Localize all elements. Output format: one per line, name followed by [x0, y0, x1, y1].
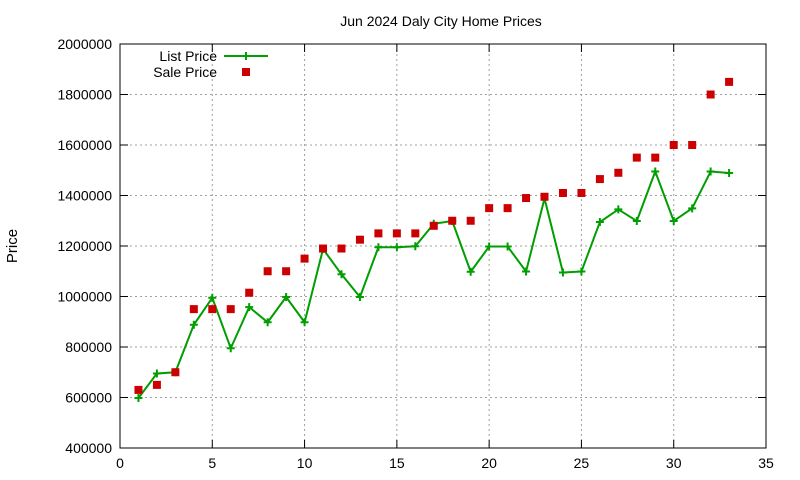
- y-tick-label: 1200000: [57, 238, 112, 254]
- list-price-point: [651, 167, 660, 176]
- list-price-point: [411, 242, 420, 251]
- sale-price-point: [595, 175, 604, 184]
- list-price-point: [208, 293, 217, 302]
- y-tick-label: 800000: [65, 339, 112, 355]
- list-price-point: [263, 318, 272, 327]
- y-tick-label: 1400000: [57, 188, 112, 204]
- sale-price-point: [282, 267, 291, 276]
- x-tick-label: 5: [208, 455, 216, 471]
- y-tick-label: 1800000: [57, 87, 112, 103]
- list-price-point: [355, 293, 364, 302]
- sale-price-point: [651, 153, 660, 162]
- sale-price-point: [226, 305, 235, 314]
- y-tick-label: 1600000: [57, 137, 112, 153]
- x-tick-label: 35: [758, 455, 774, 471]
- x-tick-label: 15: [389, 455, 405, 471]
- list-price-point: [189, 320, 198, 329]
- sale-price-point: [614, 168, 623, 177]
- list-price-point: [245, 303, 254, 312]
- y-tick-label: 1000000: [57, 289, 112, 305]
- y-tick-label: 400000: [65, 440, 112, 456]
- x-tick-label: 30: [666, 455, 682, 471]
- sale-price-point: [466, 216, 475, 225]
- list-price-point: [485, 242, 494, 251]
- list-price-point: [688, 204, 697, 213]
- data-series: [134, 77, 734, 403]
- x-tick-label: 10: [297, 455, 313, 471]
- sale-price-point: [411, 229, 420, 238]
- x-tick-label: 0: [116, 455, 124, 471]
- list-price-point: [466, 267, 475, 276]
- sale-price-series: [134, 77, 734, 394]
- list-price-point: [152, 369, 161, 378]
- sale-price-point: [300, 254, 309, 263]
- list-price-point: [595, 218, 604, 227]
- list-price-point: [226, 344, 235, 353]
- list-price-point: [134, 394, 143, 403]
- list-price-point: [522, 267, 531, 276]
- chart-title: Jun 2024 Daly City Home Prices: [340, 13, 542, 29]
- sale-price-point: [134, 385, 143, 394]
- x-tick-label: 20: [481, 455, 497, 471]
- list-price-point: [374, 243, 383, 252]
- legend-label: List Price: [159, 48, 217, 64]
- sale-price-point: [503, 204, 512, 213]
- sale-price-point: [540, 192, 549, 201]
- sale-price-point: [374, 229, 383, 238]
- list-price-point: [300, 318, 309, 327]
- sale-price-point: [171, 368, 180, 377]
- list-price-point: [706, 167, 715, 176]
- y-tick-label: 600000: [65, 390, 112, 406]
- list-price-point: [632, 217, 641, 226]
- y-axis-label: Price: [4, 229, 21, 263]
- sale-price-point: [688, 141, 697, 149]
- legend-label: Sale Price: [153, 64, 217, 80]
- list-price-point: [669, 217, 678, 226]
- list-price-point: [503, 242, 512, 251]
- sale-price-point: [189, 305, 198, 314]
- sale-price-point: [577, 188, 586, 197]
- sale-price-point: [522, 194, 531, 203]
- sale-price-point: [263, 267, 272, 276]
- sale-price-point: [706, 90, 715, 99]
- x-tick-label: 25: [574, 455, 590, 471]
- sale-price-point: [669, 141, 678, 149]
- y-tick-label: 2000000: [57, 36, 112, 52]
- sale-price-point: [337, 244, 346, 253]
- sale-price-point: [319, 244, 328, 253]
- sale-price-point: [725, 77, 734, 86]
- sale-price-point: [448, 216, 457, 225]
- sale-price-point: [558, 188, 567, 197]
- list-price-point: [577, 267, 586, 276]
- sale-price-point: [632, 153, 641, 162]
- list-price-point: [282, 293, 291, 302]
- sale-price-point: [355, 235, 364, 244]
- sale-price-point: [245, 288, 254, 297]
- sale-price-point: [429, 221, 438, 230]
- list-price-point: [558, 268, 567, 277]
- list-price-point: [725, 169, 734, 178]
- legend-key: [224, 52, 268, 60]
- axis-ticks: 400000 600000 800000 1000000 1200000 1400000 1…: [57, 36, 774, 471]
- list-price-point: [392, 243, 401, 252]
- list-price-point: [337, 270, 346, 279]
- sale-price-point: [152, 380, 161, 389]
- sale-price-point: [392, 229, 401, 238]
- sale-price-point: [208, 305, 217, 314]
- sale-price-point: [485, 204, 494, 213]
- legend-key: [242, 68, 250, 76]
- list-price-point: [614, 205, 623, 214]
